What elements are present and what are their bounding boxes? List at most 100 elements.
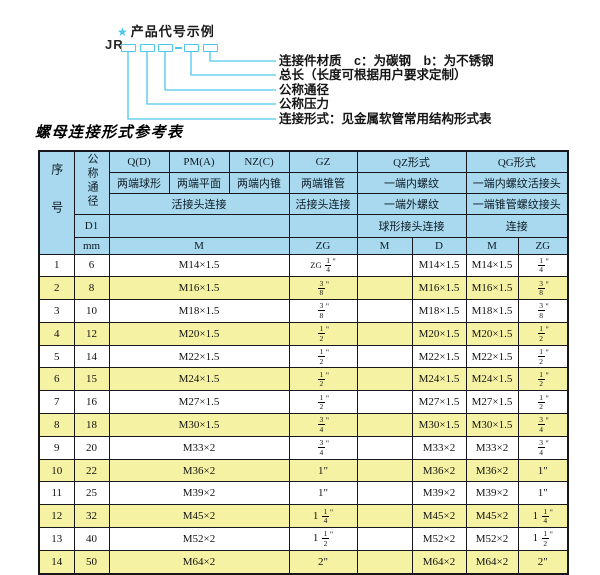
cell-gz-zg: 1 1 4 " (288, 504, 358, 529)
cell-seq: 1 (38, 253, 75, 278)
cell-seq: 12 (38, 504, 75, 529)
cell-dn: 50 (73, 549, 110, 575)
cell-qz-m (356, 549, 413, 575)
code-dash (175, 47, 182, 49)
cell-dn: 10 (73, 299, 110, 323)
cell-qg-zg: 1 1 4 " (517, 504, 569, 529)
table-row: 14 50 M64×2 2" M64×2 M64×2 2" (38, 549, 569, 575)
header-qz-row3: 一端外螺纹 (356, 192, 467, 215)
header-gz-code: GZ (288, 150, 358, 173)
cell-qz-m (356, 367, 413, 392)
cell-seq: 11 (38, 481, 75, 506)
cell-qg-m: M64×2 (465, 549, 519, 575)
cell-qg-zg: 1 2 " (517, 344, 569, 369)
header-qg-row2: 一端内螺纹活接头 (465, 171, 569, 194)
diagram-label-length: 总长（长度可根据用户要求定制） (279, 68, 467, 82)
cell-dn: 15 (73, 367, 110, 392)
cell-qg-zg: 3 4 " (517, 413, 569, 437)
cell-seq: 6 (38, 367, 75, 392)
cell-m: M14×1.5 (108, 253, 290, 278)
cell-gz-zg: 1 2 " (288, 390, 358, 415)
cell-dn: 8 (73, 276, 110, 301)
cell-qz-d: M33×2 (411, 435, 467, 460)
cell-qz-d: M14×1.5 (411, 253, 467, 278)
cell-qz-m (356, 504, 413, 529)
cell-qz-d: M64×2 (411, 549, 467, 575)
cell-qg-zg: 1 2 " (517, 367, 569, 392)
cell-qg-zg: 2" (517, 549, 569, 575)
cell-seq: 9 (38, 435, 75, 460)
table-row: 6 15 M24×1.5 1 2 " M24×1.5 M24×1.5 1 2 " (38, 367, 569, 392)
header-qg-row3: 一端锥管螺纹接头 (465, 192, 569, 215)
cell-gz-zg: 3 4 " (288, 435, 358, 460)
header-mm: mm (73, 236, 110, 255)
cell-m: M64×2 (108, 549, 290, 575)
header-pm-desc: 两端平面 (168, 171, 230, 194)
header-qz-m: M (356, 236, 413, 255)
header-d1: D1 (73, 213, 110, 238)
cell-qg-m: M22×1.5 (465, 344, 519, 369)
cell-dn: 12 (73, 321, 110, 346)
cell-m: M36×2 (108, 458, 290, 483)
cell-dn: 16 (73, 390, 110, 415)
cell-qg-zg: 1 4 " (517, 253, 569, 278)
table-body: 1 6 M14×1.5 ZG 1 4 " M14×1.5 M14×1.5 1 4 " 2 8 M16×1.… (38, 253, 569, 575)
cell-m: M45×2 (108, 504, 290, 529)
cell-qg-zg: 1 2 " (517, 390, 569, 415)
header-qg-zg: ZG (517, 236, 569, 255)
cell-m: M16×1.5 (108, 276, 290, 301)
table-row: 7 16 M27×1.5 1 2 " M27×1.5 M27×1.5 1 2 " (38, 390, 569, 415)
header-q-code: Q(D) (108, 150, 170, 173)
cell-qz-m (356, 344, 413, 369)
cell-gz-zg: 3 4 " (288, 413, 358, 437)
table-row: 2 8 M16×1.5 3 8 " M16×1.5 M16×1.5 3 8 " (38, 276, 569, 301)
cell-m: M33×2 (108, 435, 290, 460)
cell-seq: 2 (38, 276, 75, 301)
cell-qz-m (356, 299, 413, 323)
cell-gz-zg: 2" (288, 549, 358, 575)
cell-seq: 13 (38, 527, 75, 551)
cell-gz-zg: 1 2 " (288, 367, 358, 392)
diagram-heading: ★ 产品代号示例 (117, 21, 215, 40)
cell-qz-m (356, 481, 413, 506)
cell-qg-m: M33×2 (465, 435, 519, 460)
cell-m: M24×1.5 (108, 367, 290, 392)
header-zg-label: ZG (288, 236, 358, 255)
cell-qg-m: M14×1.5 (465, 253, 519, 278)
cell-qz-m (356, 458, 413, 483)
cell-qz-d: M24×1.5 (411, 367, 467, 392)
cell-qz-d: M27×1.5 (411, 390, 467, 415)
diagram-label-pressure: 公称压力 (279, 97, 330, 111)
header-nz-desc: 两端内锥 (228, 171, 290, 194)
cell-qz-m (356, 435, 413, 460)
cell-seq: 3 (38, 299, 75, 323)
table-row: 4 12 M20×1.5 1 2 " M20×1.5 M20×1.5 1 2 " (38, 321, 569, 346)
code-prefix-label: JR (105, 37, 124, 52)
cell-qg-zg: 3 8 " (517, 276, 569, 301)
cell-seq: 4 (38, 321, 75, 346)
cell-qz-m (356, 253, 413, 278)
header-m-label: M (108, 236, 290, 255)
nut-connection-reference-table: 序号 公称通径 Q(D) PM(A) NZ(C) GZ QZ形式 QG形式 两端… (38, 150, 570, 575)
cell-dn: 32 (73, 504, 110, 529)
header-gz-connect: 活接头连接 (288, 192, 358, 215)
cell-qz-m (356, 413, 413, 437)
table-row: 3 10 M18×1.5 3 8 " M18×1.5 M18×1.5 3 8 " (38, 299, 569, 323)
table-row: 1 6 M14×1.5 ZG 1 4 " M14×1.5 M14×1.5 1 4 " (38, 253, 569, 278)
cell-qg-m: M52×2 (465, 527, 519, 551)
cell-gz-zg: 1 2 " (288, 344, 358, 369)
header-qz-d: D (411, 236, 467, 255)
diagram-label-diameter: 公称通径 (279, 83, 330, 97)
cell-seq: 7 (38, 390, 75, 415)
cell-qg-m: M36×2 (465, 458, 519, 483)
table-row: 11 25 M39×2 1" M39×2 M39×2 1" (38, 481, 569, 506)
cell-qg-zg: 3 8 " (517, 299, 569, 323)
cell-qz-d: M18×1.5 (411, 299, 467, 323)
cell-dn: 20 (73, 435, 110, 460)
star-icon: ★ (117, 25, 129, 39)
cell-dn: 25 (73, 481, 110, 506)
cell-dn: 6 (73, 253, 110, 278)
diagram-label-material: 连接件材质 c：为碳钢 b：为不锈钢 (279, 54, 494, 68)
cell-dn: 22 (73, 458, 110, 483)
